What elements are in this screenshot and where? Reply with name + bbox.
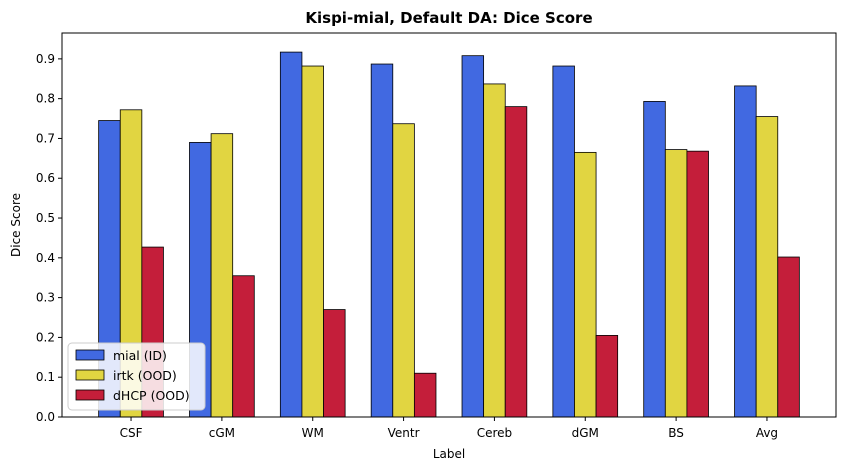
y-tick-label: 0.4 [36, 251, 55, 265]
x-tick-label-ventr: Ventr [388, 426, 420, 440]
legend: mial (ID) irtk (OOD) dHCP (OOD) [67, 342, 206, 411]
y-tick-label: 0.0 [36, 410, 55, 424]
bar-dgm-series-2 [574, 151, 597, 418]
y-axis: 0.0 0.1 0.2 0.3 0.4 0.5 0.6 0.7 0.8 0.9 [36, 52, 62, 424]
legend-label-1: mial (ID) [113, 348, 167, 363]
bar-cgm-series-3 [232, 275, 255, 418]
legend-label-2: irtk (OOD) [113, 368, 177, 383]
bar-dgm-series-3 [595, 335, 619, 418]
y-tick-label: 0.1 [36, 370, 55, 384]
bar-wm-series-2 [301, 65, 324, 418]
x-tick-label-avg: Avg [756, 426, 778, 440]
y-tick-label: 0.9 [36, 52, 55, 66]
bar-wm-series-1 [279, 51, 303, 418]
y-tick-label: 0.7 [36, 131, 55, 145]
x-tick-label-wm: WM [302, 426, 324, 440]
y-axis-label: Dice Score [9, 193, 23, 257]
y-tick-label: 0.3 [36, 291, 55, 305]
bar-cereb-series-2 [483, 83, 506, 418]
x-tick-label-cereb: Cereb [477, 426, 512, 440]
bar-wm-series-3 [323, 309, 346, 418]
bar-avg-series-1 [734, 85, 757, 418]
x-axis-label: Label [433, 447, 465, 461]
bar-ventr-series-3 [413, 372, 437, 418]
chart-title: Kispi-mial, Default DA: Dice Score [305, 9, 592, 27]
plot-frame [61, 32, 837, 418]
x-tick-label-dgm: dGM [572, 426, 599, 440]
bar-bs-series-1 [643, 101, 666, 418]
bar-ventr-series-2 [392, 123, 415, 418]
bars-layer [98, 51, 800, 418]
bar-cgm-series-2 [210, 133, 234, 418]
bar-cereb-series-1 [461, 55, 485, 418]
legend-swatch-2 [75, 369, 105, 381]
bar-dgm-series-1 [552, 65, 575, 418]
bar-bs-series-2 [664, 149, 688, 418]
y-tick-label: 0.5 [36, 211, 55, 225]
bar-avg-series-2 [755, 116, 779, 418]
x-axis: CSF cGM WM Ventr Cereb dGM BS Avg [120, 417, 778, 440]
bar-bs-series-3 [686, 150, 709, 418]
x-tick-label-csf: CSF [120, 426, 143, 440]
legend-swatch-1 [75, 349, 105, 361]
y-tick-label: 0.6 [36, 171, 55, 185]
y-tick-label: 0.8 [36, 92, 55, 106]
y-tick-label: 0.2 [36, 330, 55, 344]
x-tick-label-cgm: cGM [209, 426, 235, 440]
bar-cereb-series-3 [504, 106, 528, 418]
bar-ventr-series-1 [370, 63, 394, 418]
legend-label-3: dHCP (OOD) [113, 388, 190, 403]
x-tick-label-bs: BS [668, 426, 684, 440]
bar-avg-series-3 [777, 256, 800, 418]
legend-swatch-3 [75, 389, 105, 401]
